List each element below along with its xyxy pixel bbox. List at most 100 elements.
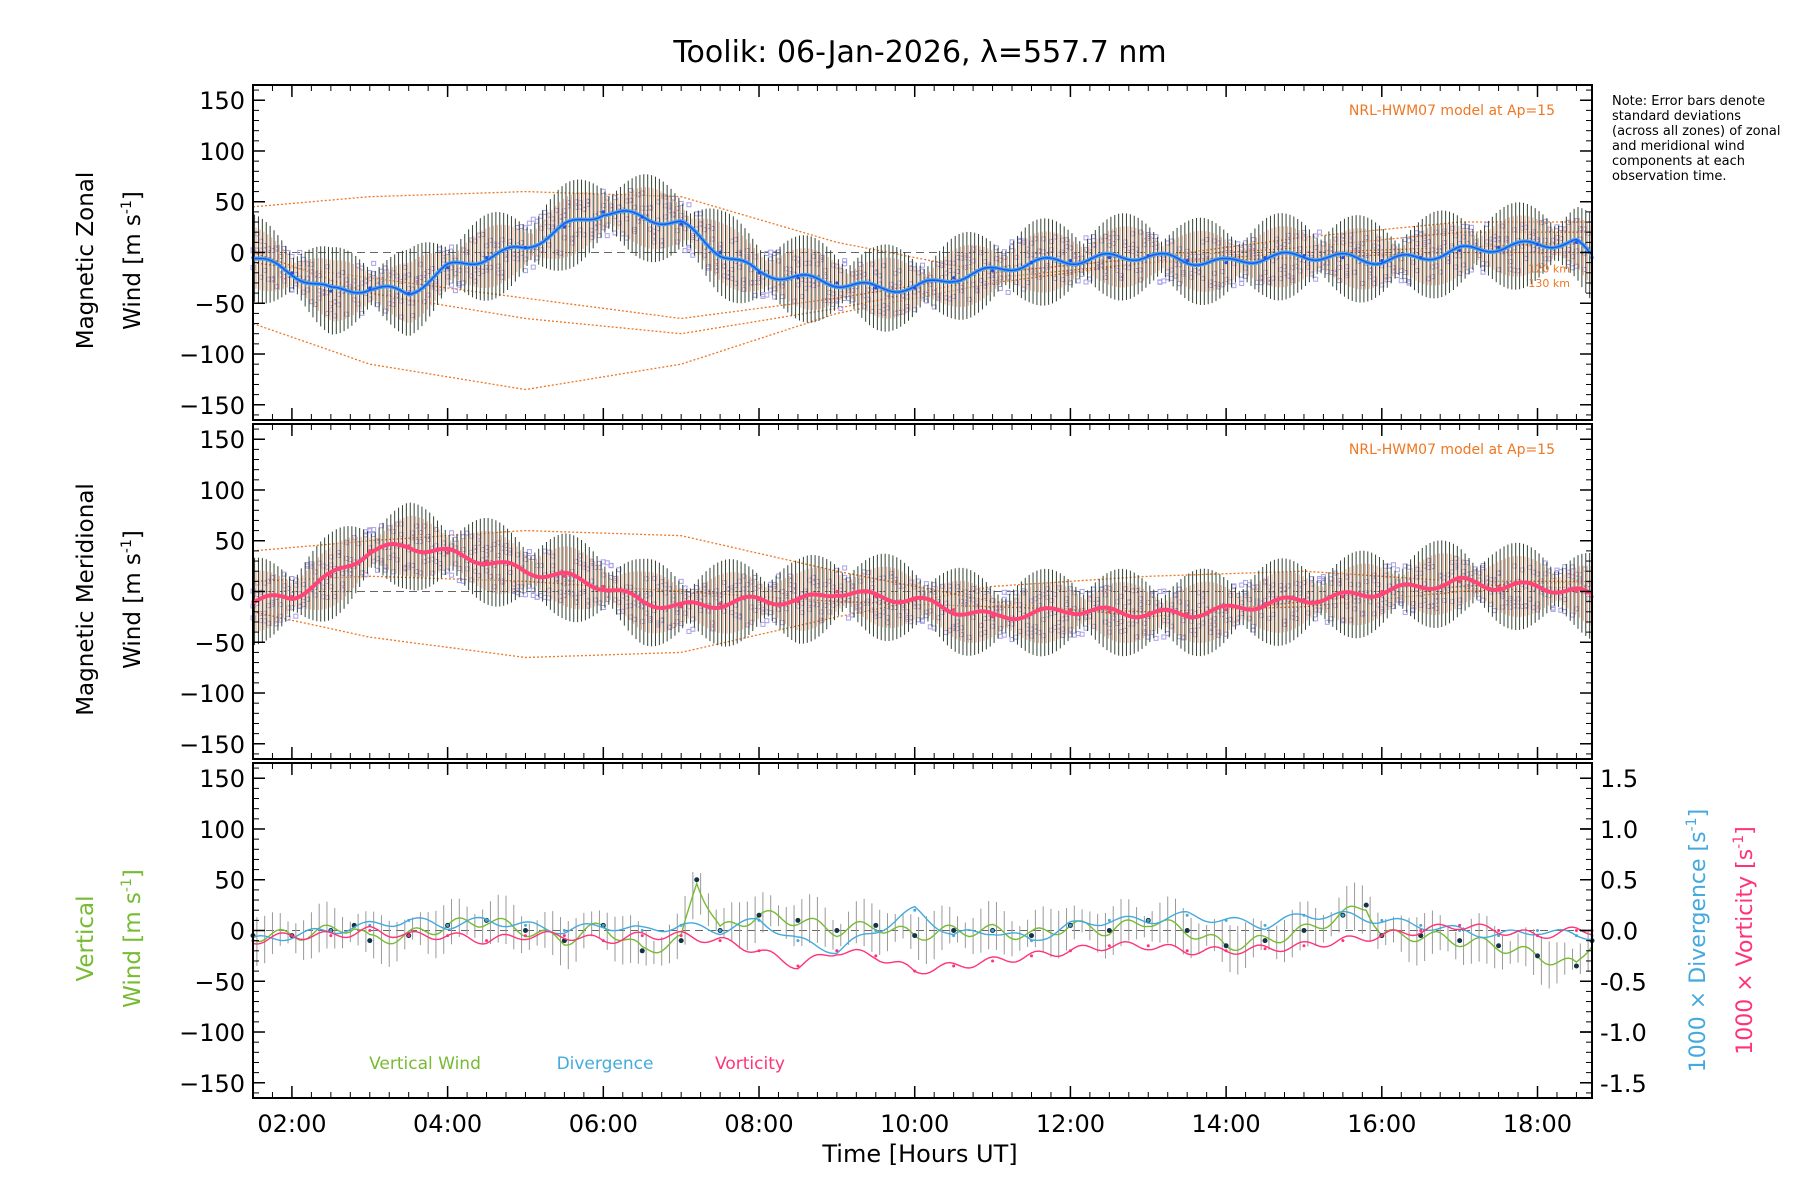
legend-vorticity: Vorticity xyxy=(715,1054,785,1074)
vertical-panel: Vertical Wind Divergence Vorticity 1.5 1.0 0.… xyxy=(73,762,1758,1099)
series-point xyxy=(523,934,527,938)
right-tick-label: 0.5 xyxy=(1600,867,1638,895)
series-point xyxy=(1224,918,1228,922)
y-tick-label: 0 xyxy=(230,918,245,946)
zone-point xyxy=(1079,631,1085,637)
y-tick-label: 150 xyxy=(199,426,245,454)
zone-point xyxy=(1083,235,1089,241)
meridional-point xyxy=(562,574,566,578)
zonal-point xyxy=(290,271,294,275)
series-point xyxy=(1146,944,1150,948)
zone-point xyxy=(1083,279,1089,285)
series-point xyxy=(1029,954,1033,958)
series-point xyxy=(912,933,918,939)
zone-point xyxy=(842,258,848,264)
zone-point xyxy=(686,202,692,208)
series-point xyxy=(523,923,527,927)
legend-vertical-wind: Vertical Wind xyxy=(369,1054,481,1074)
y-tick-label: −50 xyxy=(194,290,245,318)
zone-point xyxy=(449,244,455,250)
series-point xyxy=(367,938,373,944)
series-point xyxy=(1301,928,1307,933)
meridional-point xyxy=(368,549,372,553)
x-tick-label: 06:00 xyxy=(569,1110,638,1138)
zonal-point xyxy=(718,250,722,255)
x-tick-label: 14:00 xyxy=(1192,1110,1261,1138)
meridional-point xyxy=(1380,589,1384,594)
meridional-panel: NRL-HWM07 model at Ap=15 150 100 50 0 −50 −100… xyxy=(73,423,1594,760)
y-tick-label: −100 xyxy=(179,341,245,369)
zonal-point xyxy=(1302,253,1306,258)
zonal-point xyxy=(952,276,956,280)
zone-point xyxy=(690,626,696,632)
zone-point xyxy=(452,288,458,294)
y-tick-label: −50 xyxy=(194,968,245,996)
series-point xyxy=(562,934,566,938)
series-point xyxy=(991,929,995,932)
zone-point xyxy=(526,220,532,226)
zone-point xyxy=(1320,574,1326,580)
series-point xyxy=(834,928,840,933)
meridional-point xyxy=(523,569,528,573)
zonal-point xyxy=(1419,255,1423,260)
series-point xyxy=(522,928,528,933)
zone-point xyxy=(526,549,532,555)
zone-point xyxy=(530,264,536,270)
series-point xyxy=(1380,934,1384,938)
series-line-divergence xyxy=(252,905,1592,955)
series-point xyxy=(874,954,878,958)
meridional-point xyxy=(1496,584,1501,589)
series-point xyxy=(913,969,917,973)
series-point xyxy=(679,934,683,938)
series-point xyxy=(1536,929,1540,932)
zone-point xyxy=(1394,567,1400,573)
meridional-point xyxy=(407,544,411,548)
y-tick-label: −150 xyxy=(179,731,245,759)
right-tick-label: -1.0 xyxy=(1600,1019,1647,1047)
zone-point xyxy=(678,578,684,584)
x-tick-label: 02:00 xyxy=(257,1110,326,1138)
zonal-point xyxy=(523,245,528,250)
series-point xyxy=(1146,918,1150,922)
x-tick-label: 10:00 xyxy=(880,1110,949,1138)
series-point xyxy=(1106,928,1112,933)
meridional-point xyxy=(1263,602,1267,606)
series-point xyxy=(485,939,489,943)
series-point xyxy=(1185,913,1189,917)
zone-point xyxy=(920,262,925,268)
series-point xyxy=(796,939,800,943)
series-point xyxy=(1068,949,1072,953)
model-label: NRL-HWM07 model at Ap=15 xyxy=(1349,442,1555,458)
zone-point xyxy=(604,233,610,239)
y-tick-label: 0 xyxy=(230,240,245,268)
meridional-point xyxy=(601,584,605,589)
zone-point xyxy=(997,286,1003,292)
series-point xyxy=(951,928,957,933)
series-point xyxy=(1262,938,1268,944)
right-tick-label: 1.5 xyxy=(1600,765,1638,793)
series-point xyxy=(407,918,411,922)
series-point xyxy=(1068,923,1072,927)
divergence-axis-label: 1000 × Divergence [s-1] xyxy=(1684,809,1711,1072)
meridional-point xyxy=(1185,612,1189,616)
series-point xyxy=(757,918,761,922)
series-point xyxy=(718,939,722,943)
series-point xyxy=(873,922,879,928)
meridional-point xyxy=(1107,610,1111,614)
zone-point xyxy=(449,572,455,578)
series-point xyxy=(1574,929,1578,932)
y-tick-label: 0 xyxy=(230,579,245,607)
series-point xyxy=(407,934,411,938)
zonal-point xyxy=(1068,259,1073,263)
series-point xyxy=(694,877,700,883)
right-tick-label: -0.5 xyxy=(1600,968,1647,996)
zonal-point xyxy=(1263,255,1267,260)
series-point xyxy=(1107,944,1111,948)
meridional-point xyxy=(874,594,878,599)
zone-point xyxy=(1161,278,1167,284)
vertical-ylabel-line1: Vertical xyxy=(73,895,99,981)
zone-point xyxy=(764,618,770,624)
zone-point xyxy=(1005,289,1011,295)
meridional-point xyxy=(1029,612,1034,616)
